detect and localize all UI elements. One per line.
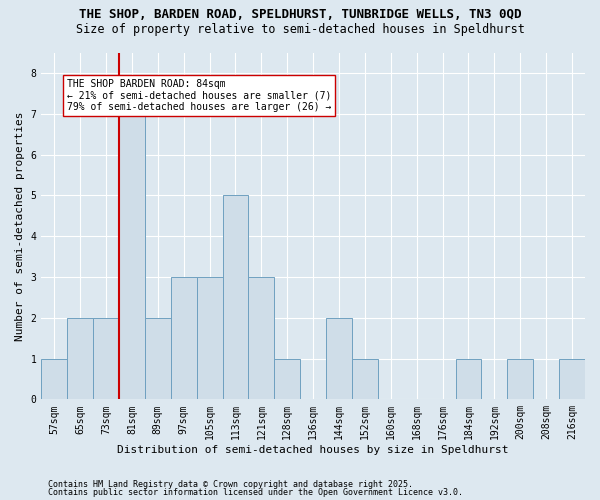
Y-axis label: Number of semi-detached properties: Number of semi-detached properties bbox=[15, 111, 25, 340]
Text: THE SHOP BARDEN ROAD: 84sqm
← 21% of semi-detached houses are smaller (7)
79% of: THE SHOP BARDEN ROAD: 84sqm ← 21% of sem… bbox=[67, 79, 332, 112]
Bar bbox=[455, 358, 481, 400]
Bar bbox=[41, 358, 67, 400]
Bar bbox=[145, 318, 171, 400]
Bar bbox=[248, 277, 274, 400]
Bar bbox=[559, 358, 585, 400]
Bar bbox=[508, 358, 533, 400]
X-axis label: Distribution of semi-detached houses by size in Speldhurst: Distribution of semi-detached houses by … bbox=[118, 445, 509, 455]
Bar bbox=[352, 358, 378, 400]
Bar bbox=[223, 196, 248, 400]
Bar bbox=[197, 277, 223, 400]
Text: Size of property relative to semi-detached houses in Speldhurst: Size of property relative to semi-detach… bbox=[76, 22, 524, 36]
Text: Contains HM Land Registry data © Crown copyright and database right 2025.: Contains HM Land Registry data © Crown c… bbox=[48, 480, 413, 489]
Bar bbox=[119, 114, 145, 400]
Bar bbox=[171, 277, 197, 400]
Text: Contains public sector information licensed under the Open Government Licence v3: Contains public sector information licen… bbox=[48, 488, 463, 497]
Bar bbox=[326, 318, 352, 400]
Text: THE SHOP, BARDEN ROAD, SPELDHURST, TUNBRIDGE WELLS, TN3 0QD: THE SHOP, BARDEN ROAD, SPELDHURST, TUNBR… bbox=[79, 8, 521, 20]
Bar bbox=[274, 358, 300, 400]
Bar bbox=[67, 318, 93, 400]
Bar bbox=[93, 318, 119, 400]
